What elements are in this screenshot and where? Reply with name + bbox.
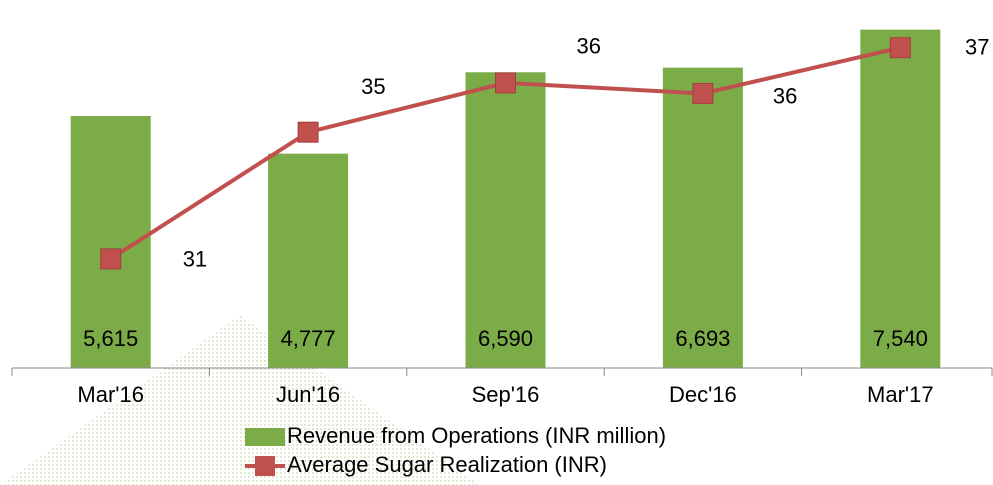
x-tick-label: Dec'16 <box>669 382 737 407</box>
line-value-label: 31 <box>183 247 207 272</box>
line-value-label: 35 <box>361 74 385 99</box>
legend-swatch <box>245 428 285 446</box>
line-marker <box>100 248 122 270</box>
bar-value-label: 6,693 <box>675 326 730 351</box>
bar-value-label: 4,777 <box>281 326 336 351</box>
x-tick-label: Mar'16 <box>77 382 144 407</box>
line-marker <box>495 72 516 94</box>
bar-value-label: 7,540 <box>873 326 928 351</box>
x-tick-label: Sep'16 <box>472 382 540 407</box>
legend-marker <box>255 456 275 476</box>
legend-label: Revenue from Operations (INR million) <box>287 423 666 448</box>
x-tick-label: Mar'17 <box>867 382 934 407</box>
bar <box>860 29 941 369</box>
bar <box>268 153 349 368</box>
line-marker <box>692 82 714 104</box>
bar <box>465 72 546 369</box>
bar <box>662 67 743 369</box>
background-decoration <box>0 315 480 485</box>
line-marker <box>889 37 911 59</box>
bar-value-label: 6,590 <box>478 326 533 351</box>
legend-label: Average Sugar Realization (INR) <box>287 452 607 477</box>
x-tick-label: Jun'16 <box>276 382 340 407</box>
line-value-label: 36 <box>577 34 601 59</box>
line-value-label: 37 <box>965 35 989 60</box>
line-marker <box>297 121 319 143</box>
bar-value-label: 5,615 <box>83 326 138 351</box>
line-value-label: 36 <box>773 83 797 108</box>
